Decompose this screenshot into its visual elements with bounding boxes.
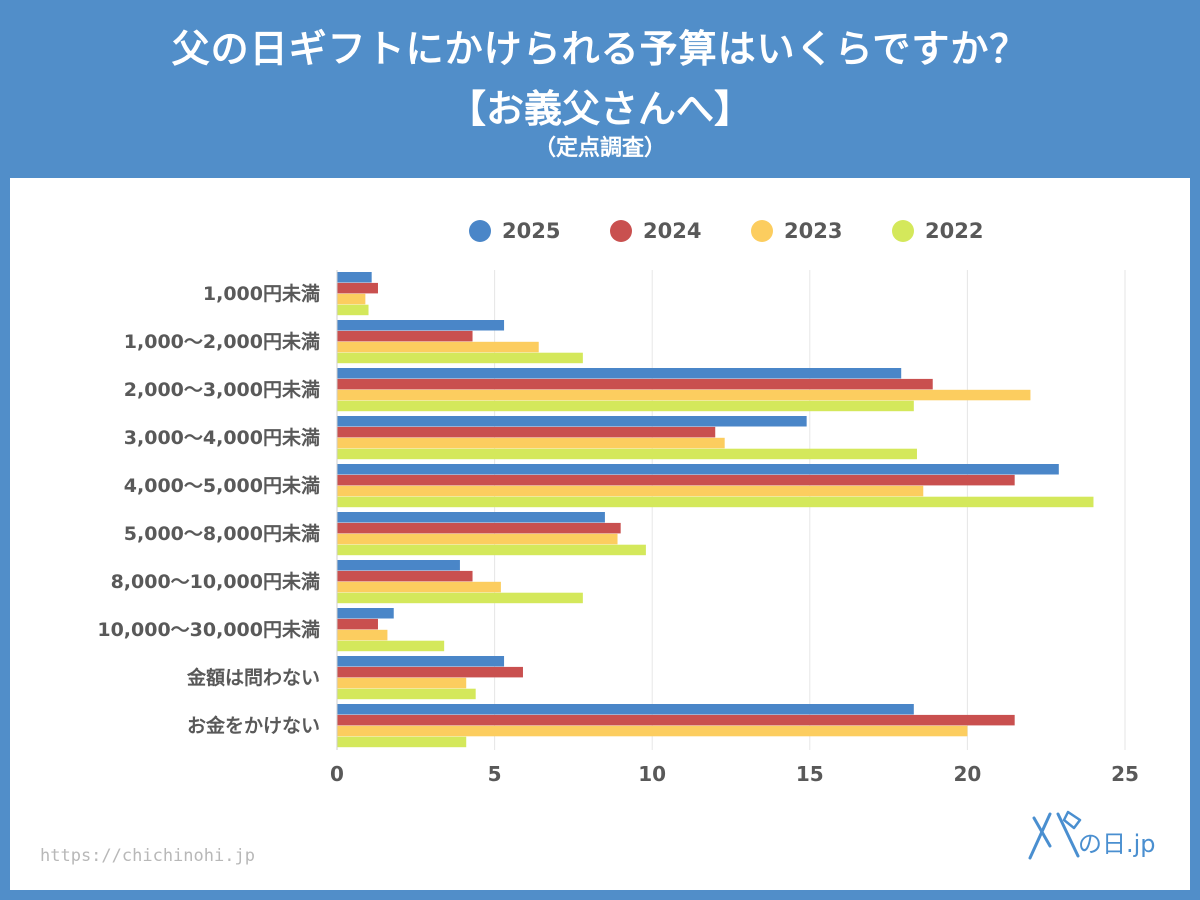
- x-tick-label: 5: [488, 762, 502, 786]
- bar-2023-9: [337, 725, 968, 737]
- bar-2024-2: [337, 378, 933, 390]
- bar-2025-0: [337, 272, 372, 283]
- bar-2024-7: [337, 618, 378, 630]
- category-label: 1,000円未満: [203, 282, 320, 305]
- bar-2023-8: [337, 677, 467, 689]
- bar-2025-6: [337, 560, 460, 571]
- bar-2025-9: [337, 704, 914, 715]
- site-logo: の日.jp: [1020, 806, 1170, 870]
- x-tick-label: 15: [796, 762, 824, 786]
- source-url: https://chichinohi.jp: [40, 846, 255, 866]
- category-label: 金額は問わない: [186, 666, 320, 689]
- chart-title: 父の日ギフトにかけられる予算はいくらですか？: [171, 27, 1029, 71]
- legend-marker-2025: [469, 220, 491, 242]
- bar-2024-6: [337, 570, 473, 582]
- bar-2023-3: [337, 437, 725, 449]
- bar-2023-4: [337, 485, 924, 497]
- bar-2023-5: [337, 533, 618, 545]
- bar-2025-3: [337, 416, 807, 427]
- legend-marker-2022: [892, 220, 914, 242]
- bar-2024-9: [337, 714, 1015, 726]
- bar-2022-8: [337, 688, 476, 700]
- logo-text: の日.jp: [1078, 830, 1156, 858]
- x-tick-label: 25: [1111, 762, 1139, 786]
- chart-subtitle: （定点調査）: [533, 136, 666, 161]
- chart-title-sub: 【お義父さんへ】: [447, 87, 752, 131]
- bar-2022-6: [337, 592, 583, 604]
- bar-2025-1: [337, 320, 505, 331]
- bar-2022-3: [337, 448, 917, 460]
- bar-2024-0: [337, 282, 378, 294]
- bar-chart: 1,000円未満 1,000〜2,000円未満 2,000〜3,000円未満 3,00…: [97, 219, 1139, 786]
- bar-2022-5: [337, 544, 646, 556]
- x-tick-label: 10: [638, 762, 666, 786]
- bar-2025-4: [337, 464, 1059, 475]
- category-label: お金をかけない: [187, 714, 320, 737]
- bar-2024-3: [337, 426, 716, 438]
- logo-icon: [1028, 810, 1082, 860]
- bar-2024-1: [337, 330, 473, 342]
- bar-2025-8: [337, 656, 505, 667]
- bar-2024-5: [337, 522, 621, 534]
- bar-2022-0: [337, 304, 369, 316]
- category-label: 5,000〜8,000円未満: [124, 522, 320, 545]
- category-label: 3,000〜4,000円未満: [124, 426, 320, 449]
- category-label: 1,000〜2,000円未満: [124, 330, 320, 353]
- x-tick-label: 0: [330, 762, 344, 786]
- category-label: 10,000〜30,000円未満: [97, 618, 320, 641]
- legend-marker-2024: [610, 220, 632, 242]
- bar-2023-2: [337, 389, 1031, 401]
- legend-label: 2022: [925, 219, 983, 243]
- bar-2022-7: [337, 640, 445, 652]
- bar-2024-4: [337, 474, 1015, 486]
- chart-panel: 1,000円未満 1,000〜2,000円未満 2,000〜3,000円未満 3,00…: [10, 178, 1190, 890]
- bar-2023-6: [337, 581, 501, 593]
- header: 父の日ギフトにかけられる予算はいくらですか？ 【お義父さんへ】 （定点調査）: [0, 0, 1200, 178]
- legend-marker-2023: [751, 220, 773, 242]
- bar-2023-7: [337, 629, 388, 641]
- bar-2023-1: [337, 341, 539, 353]
- legend-label: 2023: [784, 219, 842, 243]
- bar-2023-0: [337, 293, 366, 305]
- bar-2025-7: [337, 608, 394, 619]
- bar-2024-8: [337, 666, 523, 678]
- bar-2022-1: [337, 352, 583, 364]
- legend-label: 2024: [643, 219, 701, 243]
- bar-2022-9: [337, 736, 467, 748]
- bar-2025-2: [337, 368, 902, 379]
- bar-2022-2: [337, 400, 914, 412]
- category-label: 2,000〜3,000円未満: [124, 378, 320, 401]
- category-label: 8,000〜10,000円未満: [111, 570, 320, 593]
- bar-2022-4: [337, 496, 1094, 508]
- legend-label: 2025: [502, 219, 560, 243]
- category-label: 4,000〜5,000円未満: [124, 474, 320, 497]
- x-tick-label: 20: [953, 762, 981, 786]
- bar-2025-5: [337, 512, 605, 523]
